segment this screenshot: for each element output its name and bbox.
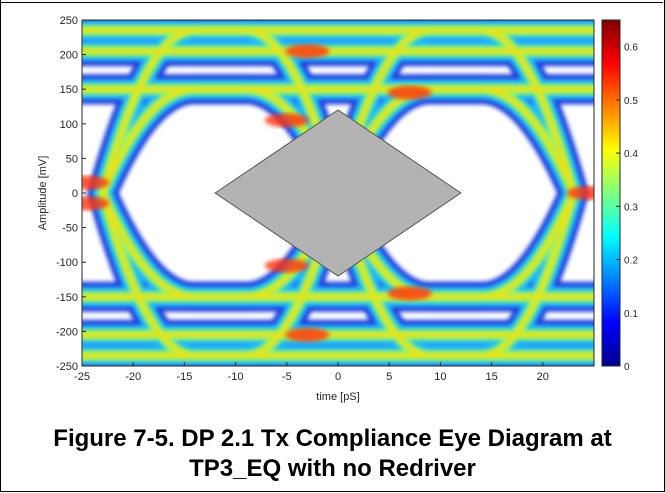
y-tick-label: -50 (62, 223, 78, 235)
y-tick-label: 150 (60, 84, 78, 96)
eye-trace (335, 27, 577, 196)
x-tick-label: 0 (335, 371, 341, 383)
density-hotspot (387, 286, 432, 301)
x-tick-label: -10 (228, 371, 244, 383)
colorbar-tick-label: 0.4 (624, 149, 638, 160)
x-axis-label: time [pS] (316, 391, 359, 403)
y-tick-label: 0 (72, 188, 78, 200)
compliance-mask (214, 109, 462, 277)
caption-line-1: Figure 7-5. DP 2.1 Tx Compliance Eye Dia… (53, 425, 612, 452)
colorbar (601, 19, 621, 367)
x-tick-label: 20 (537, 371, 549, 383)
colorbar-ticks: 0.6 0.5 0.4 0.3 0.2 0.1 0 (616, 43, 638, 373)
colorbar-tick-label: 0.5 (624, 96, 638, 107)
y-axis-ticks: 250 200 150 100 50 0 -50 -100 -150 -200 -250 (56, 15, 86, 373)
x-tick-label: 15 (485, 371, 497, 383)
eye-trace (99, 190, 341, 359)
density-hotspot (82, 175, 110, 190)
density-hotspot (566, 186, 594, 200)
density-hotspot (264, 113, 309, 128)
eye-mask-diamond (214, 109, 462, 277)
colorbar-tick-label: 0.6 (624, 43, 638, 54)
y-tick-label: -100 (56, 257, 78, 269)
density-hotspot (285, 44, 330, 59)
x-tick-label: -25 (74, 371, 90, 383)
y-tick-label: -150 (56, 292, 78, 304)
eye-trace (99, 27, 341, 196)
density-hotspot (387, 85, 432, 100)
colorbar-tick-label: 0.3 (624, 202, 638, 213)
y-tick-label: -200 (56, 326, 78, 338)
figure-caption: Figure 7-5. DP 2.1 Tx Compliance Eye Dia… (0, 424, 665, 484)
x-tick-label: -15 (176, 371, 192, 383)
colorbar-tick-label: 0.1 (624, 309, 638, 320)
y-tick-label: 50 (66, 153, 78, 165)
x-tick-label: 5 (386, 371, 392, 383)
density-hotspot (264, 258, 309, 273)
colorbar-tick-label: 0 (624, 362, 630, 373)
colorbar-tick-label: 0.2 (624, 256, 638, 267)
top-rule (0, 2, 663, 3)
y-tick-label: 100 (60, 119, 78, 131)
eye-trace (335, 190, 577, 359)
x-axis-ticks: -25 -20 -15 -10 -5 0 5 10 15 20 (74, 362, 549, 383)
x-tick-label: 10 (434, 371, 446, 383)
y-axis-label: Amplitude [mV] (37, 156, 49, 231)
caption-line-2: TP3_EQ with no Redriver (189, 455, 476, 482)
y-tick-label: 200 (60, 50, 78, 62)
density-hotspot (285, 327, 330, 342)
y-tick-label: -250 (56, 361, 78, 373)
density-hotspot (82, 196, 110, 211)
y-tick-label: 250 (60, 15, 78, 27)
x-tick-label: -5 (282, 371, 292, 383)
x-tick-label: -20 (125, 371, 141, 383)
